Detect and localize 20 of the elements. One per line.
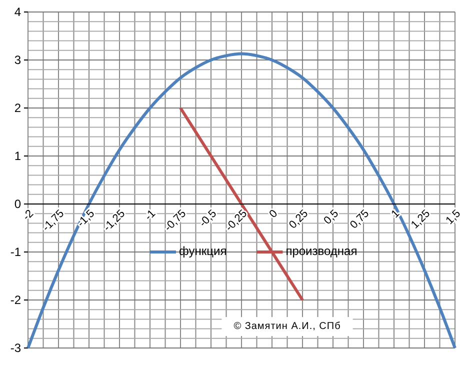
x-tick-label: 0,25 [286, 208, 311, 232]
y-tick-label: -1 [10, 244, 22, 259]
y-tick-label: 3 [14, 52, 22, 67]
y-tick-label: -3 [10, 340, 22, 355]
y-tick-label: 4 [14, 4, 22, 19]
legend-label: функция [179, 244, 227, 258]
annotation: © Замятин А.И., СПб [234, 321, 341, 332]
x-tick-label: 1,5 [444, 208, 461, 227]
x-tick-label: -0,5 [197, 208, 220, 230]
y-tick-label: 1 [14, 148, 22, 163]
y-tick-label: -2 [10, 292, 22, 307]
x-tick-label: 0,75 [348, 208, 372, 232]
y-tick-label: 0 [14, 196, 22, 211]
x-tick-label: 0 [267, 208, 280, 220]
x-tick-label: -1,5 [75, 208, 98, 230]
x-tick-label: -1 [142, 208, 158, 224]
x-tick-label: 0,5 [322, 208, 342, 227]
legend-label: производная [286, 244, 358, 258]
x-tick-label: 1 [389, 208, 402, 220]
y-tick-label: 2 [14, 100, 22, 115]
